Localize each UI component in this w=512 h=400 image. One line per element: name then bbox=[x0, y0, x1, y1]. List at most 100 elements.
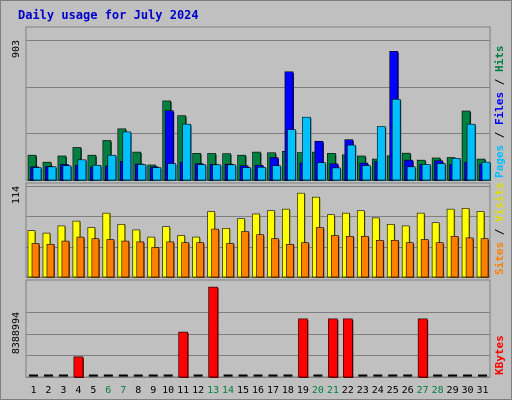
x-tick-label-day-4: 4 bbox=[75, 385, 81, 396]
bar-kbytes-day-21-face bbox=[328, 318, 338, 378]
bar-sites-day-15-face bbox=[241, 231, 249, 278]
bar-pages-day-17 bbox=[272, 165, 282, 181]
bar-sites-day-10-face bbox=[166, 241, 175, 278]
bar-sites-day-25-face bbox=[390, 239, 399, 278]
bar-pages-day-15 bbox=[242, 167, 252, 181]
bar-sites-day-27-face bbox=[420, 239, 429, 278]
bar-pages-day-23 bbox=[361, 165, 372, 181]
x-tick-label-day-31: 31 bbox=[476, 385, 488, 396]
bar-sites-day-21-face bbox=[331, 235, 339, 278]
x-tick-label-day-6: 6 bbox=[105, 385, 111, 396]
bar-sites-day-17 bbox=[271, 238, 280, 278]
x-tick-label-day-22: 22 bbox=[342, 385, 354, 396]
bar-sites-day-5-face bbox=[91, 238, 100, 278]
bar-sites-day-9 bbox=[151, 247, 160, 278]
scale-label-bottom: 8388994 bbox=[11, 312, 22, 354]
bar-pages-day-24-face bbox=[376, 126, 386, 181]
legend-top: Pages / Files / Hits bbox=[493, 46, 506, 179]
legend-entry- /: / bbox=[493, 125, 506, 145]
bar-pages-day-2 bbox=[47, 166, 57, 181]
bar-pages-day-14-face bbox=[227, 164, 236, 181]
bar-pages-day-29 bbox=[451, 157, 462, 181]
bar-pages-day-4 bbox=[77, 159, 87, 181]
scale-label-middle: 114 bbox=[11, 186, 22, 204]
x-tick-label-day-7: 7 bbox=[120, 385, 126, 396]
bar-sites-day-27 bbox=[420, 239, 430, 278]
bar-sites-day-1-face bbox=[31, 243, 40, 278]
bar-pages-day-11 bbox=[182, 123, 192, 181]
bar-sites-day-14-face bbox=[226, 243, 234, 278]
bar-pages-day-22-face bbox=[347, 144, 356, 181]
bar-pages-day-27 bbox=[421, 164, 432, 181]
bar-pages-day-15-face bbox=[242, 167, 251, 181]
bar-pages-day-20-face bbox=[317, 162, 326, 181]
bar-sites-day-24 bbox=[375, 239, 385, 278]
bar-sites-day-6 bbox=[106, 239, 115, 278]
bar-sites-day-6-face bbox=[106, 239, 115, 278]
x-tick-label-day-20: 20 bbox=[312, 385, 324, 396]
bar-sites-day-20-face bbox=[316, 227, 324, 278]
bar-pages-day-7-face bbox=[122, 131, 132, 181]
bar-sites-day-20 bbox=[316, 227, 325, 278]
bar-sites-day-23 bbox=[360, 235, 370, 278]
bar-pages-day-5-face bbox=[92, 164, 102, 181]
bar-pages-day-26-face bbox=[406, 166, 416, 181]
bar-sites-day-11 bbox=[181, 242, 190, 278]
bar-pages-day-3-face bbox=[62, 165, 72, 181]
bar-pages-day-18-face bbox=[287, 129, 296, 181]
bar-sites-day-29 bbox=[450, 235, 460, 278]
bar-sites-day-28 bbox=[435, 242, 445, 278]
bar-pages-day-30-face bbox=[466, 123, 476, 181]
bar-visits-day-18-face bbox=[282, 208, 290, 278]
x-tick-label-day-30: 30 bbox=[462, 385, 474, 396]
bar-visits-day-19-face bbox=[297, 192, 305, 278]
bar-pages-day-1-face bbox=[32, 167, 42, 181]
bar-kbytes-day-13 bbox=[208, 286, 219, 378]
bar-kbytes-day-13-face bbox=[208, 286, 218, 378]
bar-pages-day-13-face bbox=[212, 164, 221, 181]
bar-pages-day-10-face bbox=[167, 163, 177, 181]
x-tick-label-day-15: 15 bbox=[237, 385, 249, 396]
bar-pages-day-18 bbox=[287, 129, 297, 181]
x-tick-label-day-13: 13 bbox=[207, 385, 219, 396]
bar-pages-day-25-face bbox=[391, 99, 401, 181]
bar-sites-day-24-face bbox=[375, 239, 384, 278]
bar-kbytes-day-19 bbox=[298, 318, 309, 378]
legend-bottom: KBytes bbox=[493, 335, 506, 375]
bar-sites-day-18-face bbox=[286, 243, 294, 278]
bar-sites-day-8-face bbox=[136, 241, 145, 278]
bar-sites-day-31 bbox=[480, 238, 490, 278]
bar-sites-day-3-face bbox=[61, 240, 70, 278]
bar-pages-day-6 bbox=[107, 154, 117, 181]
bar-sites-day-25 bbox=[390, 239, 400, 278]
x-tick-label-day-16: 16 bbox=[252, 385, 264, 396]
bar-pages-day-28-face bbox=[436, 163, 446, 181]
panel-bottom bbox=[25, 279, 491, 378]
bar-sites-day-9-face bbox=[151, 247, 160, 278]
bar-sites-day-16-face bbox=[256, 234, 264, 278]
bar-pages-day-21-face bbox=[332, 167, 341, 181]
bar-pages-day-6-face bbox=[107, 154, 117, 181]
bar-pages-day-19 bbox=[302, 116, 312, 181]
bar-pages-day-2-face bbox=[47, 166, 57, 181]
x-tick-label-day-27: 27 bbox=[417, 385, 429, 396]
scale-label-top: 903 bbox=[11, 40, 22, 58]
x-tick-label-day-11: 11 bbox=[177, 385, 189, 396]
bar-sites-day-30-face bbox=[465, 237, 474, 278]
x-tick-label-day-26: 26 bbox=[402, 385, 414, 396]
bar-sites-day-19-face bbox=[301, 242, 309, 278]
bar-pages-day-9 bbox=[152, 167, 162, 181]
bar-sites-day-5 bbox=[91, 238, 100, 278]
bar-pages-day-28 bbox=[436, 163, 447, 181]
bar-pages-day-3 bbox=[62, 165, 72, 181]
bar-pages-day-29-face bbox=[451, 157, 461, 181]
bar-sites-day-18 bbox=[286, 243, 295, 278]
bar-kbytes-day-11-face bbox=[178, 331, 188, 378]
x-tick-label-day-17: 17 bbox=[267, 385, 279, 396]
bar-sites-day-15 bbox=[241, 231, 250, 278]
x-tick-label-day-18: 18 bbox=[282, 385, 294, 396]
bar-sites-day-29-face bbox=[450, 235, 459, 278]
bar-sites-day-22-face bbox=[346, 235, 354, 278]
bar-sites-day-13 bbox=[211, 228, 220, 278]
